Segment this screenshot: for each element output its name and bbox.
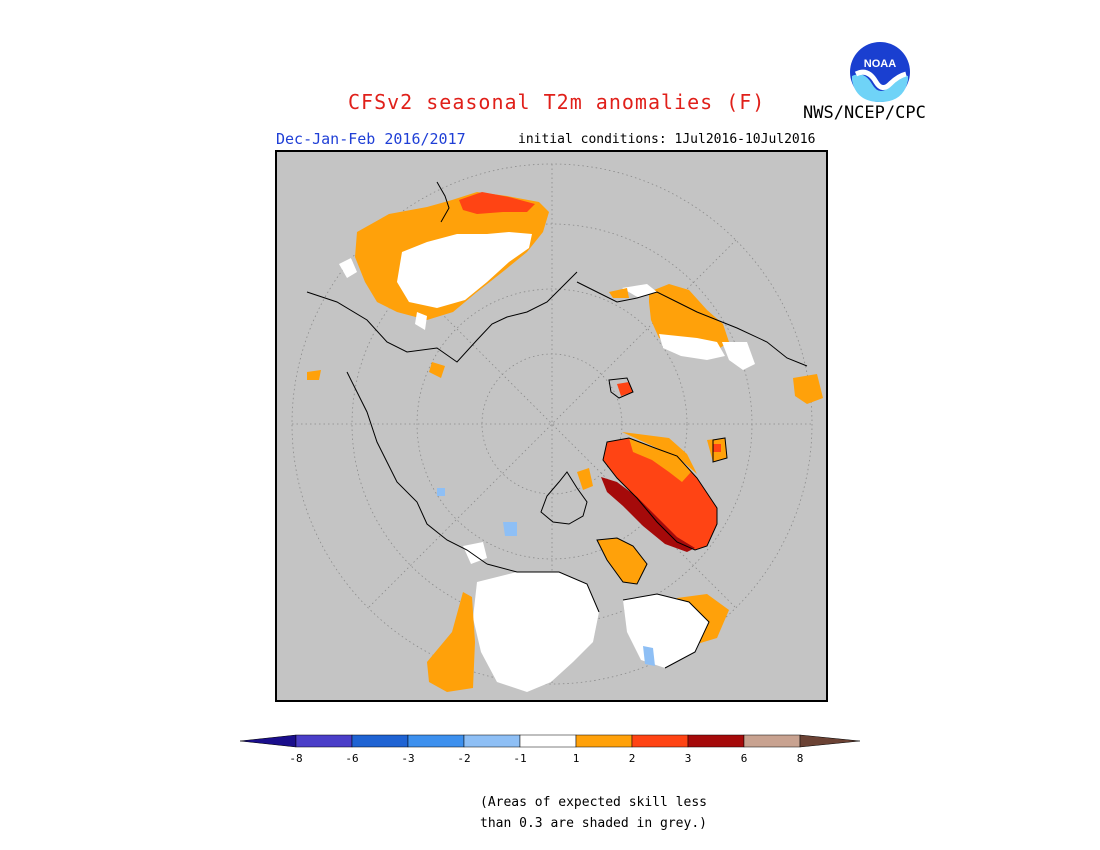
anomaly-siberia [307,192,549,380]
legend-bin-1 [295,734,353,748]
legend-tick: 8 [796,752,804,765]
legend-bin-0 [240,734,297,748]
legend-bin-4 [463,734,521,748]
color-legend [240,734,860,748]
legend-bin-7 [631,734,689,748]
noaa-logo: NOAA [850,42,910,102]
legend-tick: -6 [345,752,359,765]
anomaly-scandinavia-europe [609,284,823,404]
legend-bin-8 [687,734,745,748]
legend-tick: -8 [289,752,303,765]
coastlines [306,181,808,669]
legend-tick: 1 [572,752,580,765]
agency-label: NWS/NCEP/CPC [803,103,926,123]
legend-tick: -2 [457,752,471,765]
legend-tick: -3 [401,752,415,765]
skill-note-line-2: than 0.3 are shaded in grey.) [480,816,707,831]
polar-map-frame [275,150,828,702]
legend-tick: 6 [740,752,748,765]
legend-tick: 2 [628,752,636,765]
polar-map [291,163,823,692]
forecast-period: Dec-Jan-Feb 2016/2017 [276,130,466,148]
legend-bin-5 [519,734,577,748]
anomaly-north-america [427,488,709,692]
skill-note-line-1: (Areas of expected skill less [480,795,707,810]
anomaly-greenland [577,432,717,552]
legend-bin-10 [799,734,860,748]
legend-bin-2 [351,734,409,748]
map-title: CFSv2 seasonal T2m anomalies (F) [348,90,766,114]
skill-note: (Areas of expected skill less than 0.3 a… [480,792,707,834]
initial-conditions: initial conditions: 1Jul2016-10Jul2016 [518,132,816,147]
legend-bin-9 [743,734,801,748]
legend-bin-3 [407,734,465,748]
logo-text: NOAA [864,58,896,70]
legend-bin-6 [575,734,633,748]
legend-tick: 3 [684,752,692,765]
legend-tick: -1 [513,752,527,765]
